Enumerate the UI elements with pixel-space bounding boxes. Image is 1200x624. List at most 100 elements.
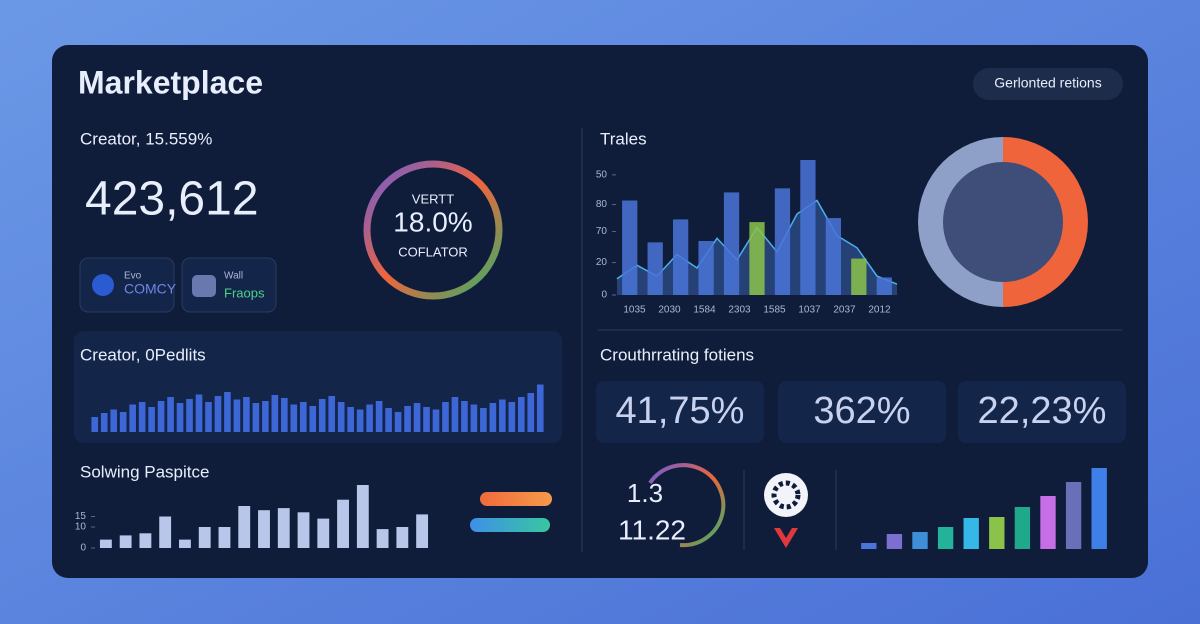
bar <box>198 527 211 548</box>
stat-card <box>778 381 946 443</box>
x-tick-label: 2030 <box>658 305 681 316</box>
bar <box>394 412 402 432</box>
bar <box>100 413 108 432</box>
bar <box>356 485 369 548</box>
bar <box>337 402 345 432</box>
bar <box>129 404 136 432</box>
bar <box>404 406 411 432</box>
bar <box>673 219 689 295</box>
stat-value: 41,75% <box>616 390 745 432</box>
chart-title: Solwing Paspitce <box>80 462 209 481</box>
bar <box>138 402 146 432</box>
x-tick-label: 2303 <box>728 305 751 316</box>
bar <box>176 403 184 432</box>
logo-mark <box>774 528 798 548</box>
y-tick-label: 15 <box>75 511 87 522</box>
pie-hole <box>943 162 1063 282</box>
ring-bottom: COFLATOR <box>398 244 468 259</box>
bar <box>886 534 903 549</box>
bar <box>375 401 383 432</box>
x-tick-label: 1035 <box>623 305 646 316</box>
chip-icon <box>192 275 216 297</box>
x-tick-label: 2012 <box>868 305 891 316</box>
y-tick-label: 70 <box>596 226 608 237</box>
bar <box>243 397 250 432</box>
bar <box>258 510 270 548</box>
bar <box>480 408 487 432</box>
bar <box>328 396 336 432</box>
bar <box>508 402 516 432</box>
bar <box>622 200 638 295</box>
ring-value: 18.0% <box>393 206 472 237</box>
bar <box>195 394 203 432</box>
bar <box>148 407 155 432</box>
y-tick-label: 0 <box>80 543 86 554</box>
bar <box>99 539 112 548</box>
bar <box>218 527 231 548</box>
ring <box>363 160 503 300</box>
bar <box>423 407 430 432</box>
bar <box>299 402 307 432</box>
bar <box>317 518 330 548</box>
bar <box>179 539 191 548</box>
bar <box>356 409 364 432</box>
bar <box>337 499 349 548</box>
button[interactable] <box>973 68 1123 100</box>
creator-label: Creator, 15.559% <box>80 129 212 148</box>
y-tick-label: 10 <box>75 522 87 533</box>
bar <box>119 412 127 432</box>
bar <box>262 401 269 432</box>
x-tick-label: 1584 <box>693 305 716 316</box>
bar <box>119 535 132 548</box>
bar <box>536 384 544 432</box>
x-tick-label: 1585 <box>763 305 786 316</box>
bar <box>800 160 816 295</box>
bar <box>233 399 241 432</box>
gauge-bottom: 11.22 <box>618 514 686 545</box>
bar <box>214 396 222 432</box>
bar <box>224 392 231 432</box>
bar <box>442 402 449 432</box>
bar <box>851 258 867 295</box>
ring-top: VERTT <box>412 191 454 206</box>
bar <box>1040 496 1056 549</box>
chip-bottom: Fraops <box>224 285 265 300</box>
bar <box>989 517 1005 549</box>
bar <box>489 403 497 432</box>
bar <box>91 417 99 432</box>
button-label[interactable]: Gerlonted retions <box>994 75 1101 91</box>
x-tick-label: 1037 <box>798 305 821 316</box>
bar <box>238 506 251 548</box>
title: Marketplace <box>78 64 263 100</box>
bar <box>139 533 152 548</box>
bar <box>416 514 429 548</box>
bar <box>271 395 279 432</box>
gauge-top: 1.3 <box>627 478 663 508</box>
bar <box>318 399 326 432</box>
y-tick-label: 80 <box>596 199 608 210</box>
creator-value: 423,612 <box>85 173 259 226</box>
chip[interactable] <box>181 257 277 313</box>
stats-title: Crouthrrating fotiens <box>600 345 754 364</box>
bar <box>470 404 478 432</box>
logo <box>764 473 808 517</box>
gauge-arc <box>648 463 726 548</box>
bar <box>159 516 172 548</box>
bar <box>396 527 409 548</box>
bar <box>376 529 389 548</box>
x-tick-label: 2037 <box>833 305 856 316</box>
bar <box>517 397 525 432</box>
bar <box>723 192 740 295</box>
bar <box>1014 507 1031 549</box>
bar <box>205 402 212 432</box>
bar <box>461 401 468 432</box>
chip[interactable] <box>79 257 175 313</box>
bar <box>774 188 791 295</box>
chip-top: Wall <box>224 271 243 282</box>
logo-pattern <box>771 480 801 510</box>
pill <box>480 492 552 506</box>
bar <box>647 242 663 295</box>
stat-value: 22,23% <box>978 390 1107 432</box>
